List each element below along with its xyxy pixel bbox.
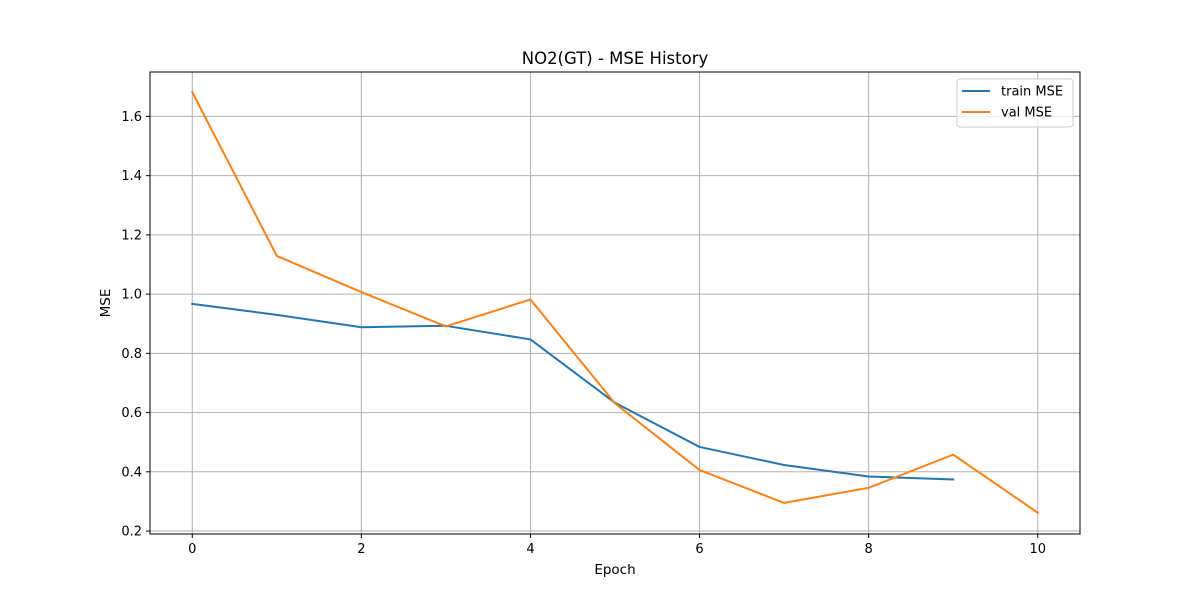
y-axis-label: MSE <box>98 289 114 318</box>
plot-frame <box>149 71 1081 535</box>
y-tick-label: 1.6 <box>121 110 142 125</box>
x-tick-label: 4 <box>526 542 534 557</box>
y-tick-label: 0.2 <box>121 525 142 540</box>
y-tick-label: 0.4 <box>121 465 142 480</box>
legend: train MSE val MSE <box>956 78 1074 128</box>
y-tick-label: 0.8 <box>121 347 142 362</box>
x-tick-label: 0 <box>188 542 196 557</box>
y-tick-label: 1.4 <box>121 169 142 184</box>
x-tick-label: 2 <box>357 542 365 557</box>
x-axis-label: Epoch <box>594 562 635 578</box>
series-line-train-mse <box>191 302 955 481</box>
legend-label: train MSE <box>1001 85 1063 100</box>
tick-layer: 0 2 4 6 8 10 0.2 0.4 0.6 0.8 1.0 1.2 1.4 1.6 <box>121 110 1046 557</box>
chart-title: NO2(GT) - MSE History <box>522 49 709 68</box>
y-tick-label: 1.2 <box>121 228 142 243</box>
series-line-val-mse <box>190 90 1040 515</box>
series-layer <box>190 90 1040 515</box>
x-tick-label: 10 <box>1029 542 1046 557</box>
y-tick-label: 0.6 <box>121 406 142 421</box>
legend-label: val MSE <box>1001 106 1052 121</box>
x-tick-label: 8 <box>864 542 872 557</box>
y-tick-label: 1.0 <box>121 288 142 303</box>
x-tick-label: 6 <box>695 542 703 557</box>
grid-layer <box>150 72 1080 534</box>
